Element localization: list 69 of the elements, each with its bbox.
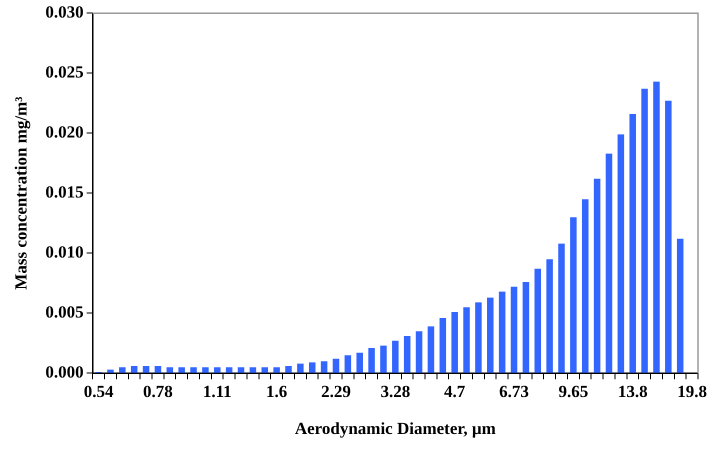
bar [308,362,316,373]
x-tick-label: 2.29 [321,382,351,401]
bar [665,100,672,373]
bar [273,367,280,373]
bar [130,366,138,373]
bar [416,331,422,373]
x-tick-label: 6.73 [499,382,529,401]
bar [154,366,162,373]
bar [451,312,458,373]
bar [498,292,506,373]
x-tick-label: 4.7 [444,382,466,401]
x-tick-label: 19.8 [677,382,707,401]
bar [226,367,232,373]
bar [440,318,446,373]
bar [214,367,221,373]
bar [641,88,648,373]
y-tick-label: 0.000 [45,362,84,382]
bar [510,286,518,373]
bar [368,348,375,373]
bar [166,367,174,373]
x-tick-label: 0.78 [143,382,173,401]
bar [618,134,624,373]
bar [285,366,292,373]
bar [190,367,197,373]
bar [261,367,268,373]
bar [238,367,244,373]
bar [392,340,399,373]
bar [428,326,434,373]
bar [380,346,387,373]
bar [534,268,542,373]
bar [653,82,660,373]
bar [178,367,185,373]
x-tick-label: 3.28 [380,382,410,401]
bar [107,370,114,373]
bar [606,154,612,373]
bar [404,336,410,373]
y-tick-label: 0.015 [45,182,84,202]
bar [250,367,256,373]
bar [546,259,553,373]
y-tick-label: 0.020 [45,122,84,142]
x-tick-label: 9.65 [558,382,588,401]
bar [463,307,470,373]
bar [320,361,328,373]
x-tick-label: 1.11 [202,382,232,401]
bar [142,366,150,373]
bar [582,199,589,373]
bar [676,238,684,373]
bar [629,114,636,373]
y-axis-title: Mass concentration mg/m³ [12,96,31,290]
bar [570,217,577,373]
x-tick-label: 13.8 [618,382,648,401]
x-axis-title: Aerodynamic Diameter, µm [294,419,496,438]
bar [356,352,363,373]
bar [119,367,126,373]
bar [332,358,340,373]
bar [344,355,352,373]
y-tick-label: 0.005 [45,302,84,322]
bar [594,178,600,373]
bar [202,367,209,373]
y-tick-label: 0.010 [45,242,84,262]
bar [522,282,530,373]
y-tick-label: 0.025 [45,62,84,82]
bar [475,302,482,373]
x-tick-label: 0.54 [84,382,114,401]
bar [558,244,565,373]
x-tick-label: 1.6 [266,382,288,401]
bar [297,364,304,373]
bar [487,298,494,373]
y-tick-label: 0.030 [45,2,84,22]
